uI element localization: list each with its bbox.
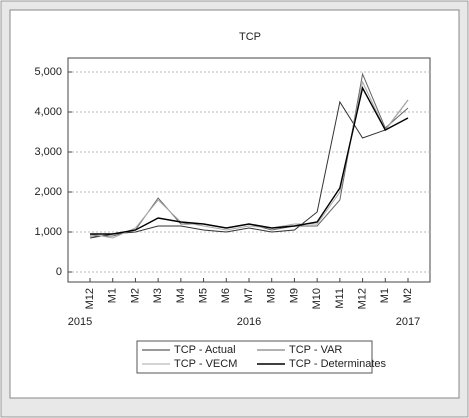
- series-line: [90, 86, 409, 235]
- x-tick-label: M4: [175, 288, 187, 303]
- x-tick-label: M10: [311, 288, 323, 309]
- x-tick-label: M6: [220, 288, 232, 303]
- x-tick-label: M5: [197, 288, 209, 303]
- year-label: 2015: [68, 316, 92, 328]
- y-tick-label: 3,000: [34, 146, 62, 158]
- chart-title: TCP: [239, 31, 261, 43]
- legend-label: TCP - Actual: [174, 344, 236, 356]
- x-tick-label: M2: [129, 288, 141, 303]
- x-tick-label: M1: [107, 288, 119, 303]
- y-tick-label: 4,000: [34, 106, 62, 118]
- plot-area: [67, 57, 431, 283]
- x-tick-label: M2: [402, 288, 414, 303]
- x-tick-label: M11: [334, 288, 346, 309]
- y-tick-label: 1,000: [34, 226, 62, 238]
- x-tick-label: M8: [266, 288, 278, 303]
- legend-label: TCP - VECM: [174, 358, 237, 370]
- x-tick-label: M12: [84, 288, 96, 309]
- y-tick-label: 5,000: [34, 66, 62, 78]
- legend-box: [136, 340, 373, 374]
- x-tick-label: M9: [288, 288, 300, 303]
- legend-label: TCP - Determinates: [289, 358, 386, 370]
- y-tick-label: 0: [56, 266, 62, 278]
- x-tick-label: M12: [356, 288, 368, 309]
- x-tick-label: M1: [379, 288, 391, 303]
- year-label: 2017: [396, 316, 420, 328]
- x-tick-label: M7: [243, 288, 255, 303]
- x-tick-label: M3: [152, 288, 164, 303]
- y-tick-label: 2,000: [34, 186, 62, 198]
- legend-label: TCP - VAR: [289, 344, 342, 356]
- year-label: 2016: [237, 316, 261, 328]
- series-line: [89, 99, 409, 239]
